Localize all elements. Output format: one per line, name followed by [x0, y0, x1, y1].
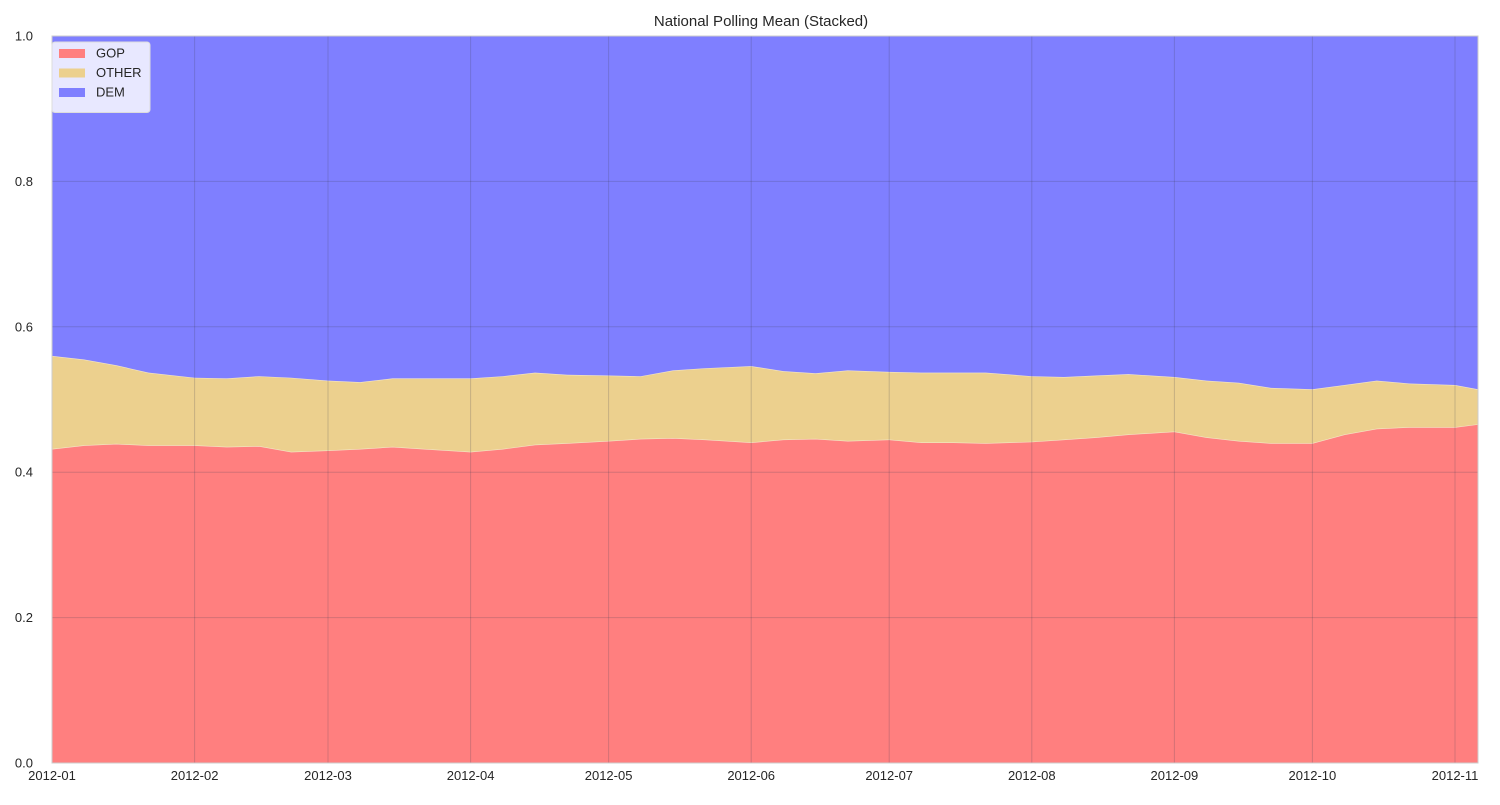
x-tick-label: 2012-04 — [447, 768, 495, 783]
chart-title: National Polling Mean (Stacked) — [654, 13, 868, 30]
x-tick-label: 2012-02 — [171, 768, 219, 783]
y-tick-label: 0.8 — [15, 174, 33, 189]
y-tick-label: 0.6 — [15, 319, 33, 334]
x-tick-label: 2012-11 — [1432, 768, 1479, 783]
legend-swatch-other — [59, 68, 85, 78]
legend-label-gop: GOP — [96, 46, 125, 61]
y-tick-label: 1.0 — [15, 29, 33, 44]
plot-frame — [51, 35, 1479, 764]
y-tick-label: 0.4 — [15, 465, 33, 480]
y-axis-ticks: 0.0 0.2 0.4 0.6 0.8 1.0 — [15, 29, 33, 771]
legend-label-dem: DEM — [96, 85, 125, 100]
legend: GOP OTHER DEM — [51, 41, 151, 113]
x-tick-label: 2012-08 — [1008, 768, 1056, 783]
legend-swatch-gop — [59, 49, 85, 58]
x-tick-label: 2012-05 — [585, 768, 633, 783]
x-tick-label: 2012-09 — [1151, 768, 1199, 783]
x-tick-label: 2012-10 — [1289, 768, 1337, 783]
legend-label-other: OTHER — [96, 65, 142, 80]
area-other — [52, 355, 1478, 452]
y-tick-label: 0.2 — [15, 610, 33, 625]
y-tick-label: 0.0 — [15, 756, 33, 771]
x-tick-label: 2012-01 — [28, 768, 76, 783]
area-gop — [52, 424, 1478, 763]
x-tick-label: 2012-03 — [304, 768, 352, 783]
x-tick-label: 2012-06 — [727, 768, 775, 783]
area-dem — [52, 36, 1478, 390]
area-boundary-gop — [51, 423, 1479, 453]
area-series-group — [51, 36, 1479, 763]
legend-swatch-dem — [59, 88, 85, 97]
x-tick-label: 2012-07 — [865, 768, 913, 783]
x-axis-ticks: 2012-01 2012-02 2012-03 2012-04 2012-05 2012-… — [28, 768, 1478, 783]
